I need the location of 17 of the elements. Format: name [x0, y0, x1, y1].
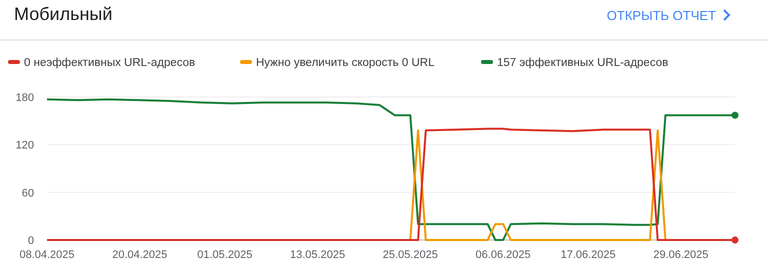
chart-title: Мобильный [14, 4, 112, 24]
x-tick-label: 01.05.2025 [197, 249, 252, 261]
x-tick-label: 13.05.2025 [290, 249, 346, 261]
x-tick-label: 08.04.2025 [19, 249, 75, 261]
x-tick-label: 06.06.2025 [476, 249, 531, 261]
y-tick-label: 180 [16, 92, 34, 104]
y-tick-label: 0 [28, 235, 34, 247]
x-tick-label: 25.05.2025 [382, 249, 438, 261]
text: ОТКРЫТЬ ОТЧЕТ [606, 8, 716, 23]
y-tick-label: 120 [16, 140, 34, 152]
legend-label: 157 эффективных URL-адресов [497, 57, 668, 69]
x-tick-label: 17.06.2025 [560, 249, 616, 261]
legend-label: Нужно увеличить скорость 0 URL [256, 57, 436, 69]
x-tick-label: 20.04.2025 [112, 249, 168, 261]
legend-label: 0 неэффективных URL-адресов [24, 57, 196, 69]
y-tick-label: 60 [22, 187, 34, 200]
x-tick-label: 29.06.2025 [653, 249, 708, 261]
